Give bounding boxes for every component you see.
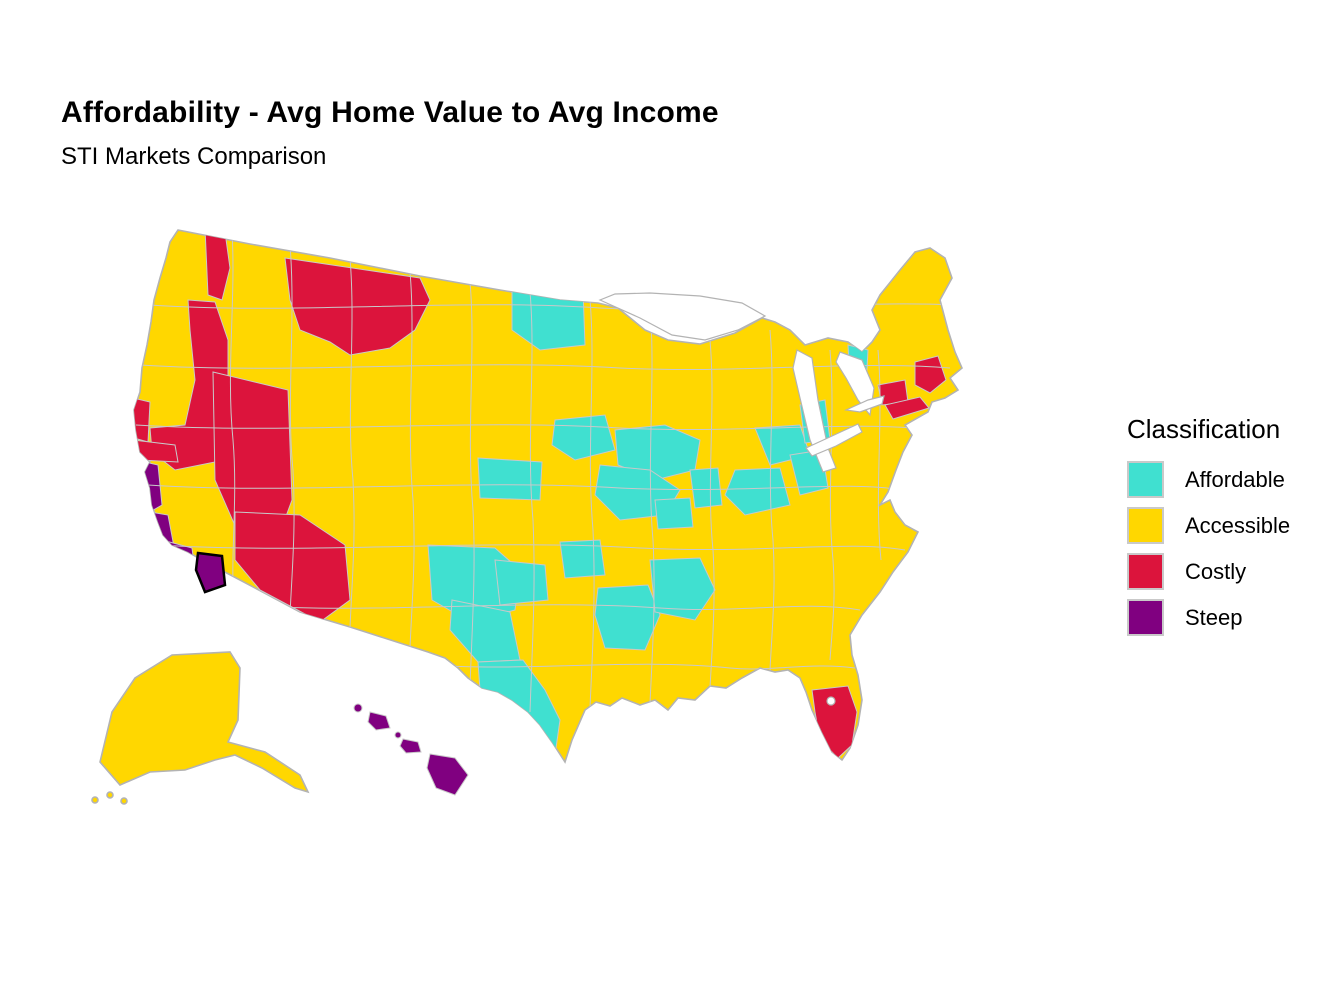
lake-okeechobee bbox=[826, 696, 836, 706]
title-block: Affordability - Avg Home Value to Avg In… bbox=[61, 96, 719, 171]
legend-item-steep: Steep bbox=[1127, 599, 1337, 636]
legend-item-costly: Costly bbox=[1127, 553, 1337, 590]
legend-title: Classification bbox=[1127, 414, 1281, 444]
steep-swatch bbox=[1127, 599, 1164, 636]
chart-title: Affordability - Avg Home Value to Avg In… bbox=[61, 96, 719, 129]
alaska-shape bbox=[91, 651, 310, 805]
chart-subtitle: STI Markets Comparison bbox=[61, 143, 327, 170]
costly-label: Costly bbox=[1185, 558, 1247, 584]
great-lakes bbox=[598, 292, 885, 706]
affordable-label: Affordable bbox=[1185, 466, 1285, 492]
hawaii-islands bbox=[353, 703, 469, 796]
affordable-swatch bbox=[1127, 461, 1164, 498]
accessible-swatch bbox=[1127, 507, 1164, 544]
lake-superior bbox=[598, 292, 767, 341]
costly-swatch bbox=[1127, 553, 1164, 590]
lake-ontario bbox=[843, 395, 885, 413]
steep-label: Steep bbox=[1185, 604, 1243, 630]
legend: Classification Affordable Accessible Cos… bbox=[1127, 414, 1337, 645]
accessible-label: Accessible bbox=[1185, 512, 1291, 538]
san-diego-highlight-region bbox=[194, 551, 227, 594]
region-boundaries bbox=[135, 230, 956, 713]
legend-item-accessible: Accessible bbox=[1127, 507, 1337, 544]
legend-item-affordable: Affordable bbox=[1127, 461, 1337, 498]
lake-erie bbox=[805, 423, 863, 457]
